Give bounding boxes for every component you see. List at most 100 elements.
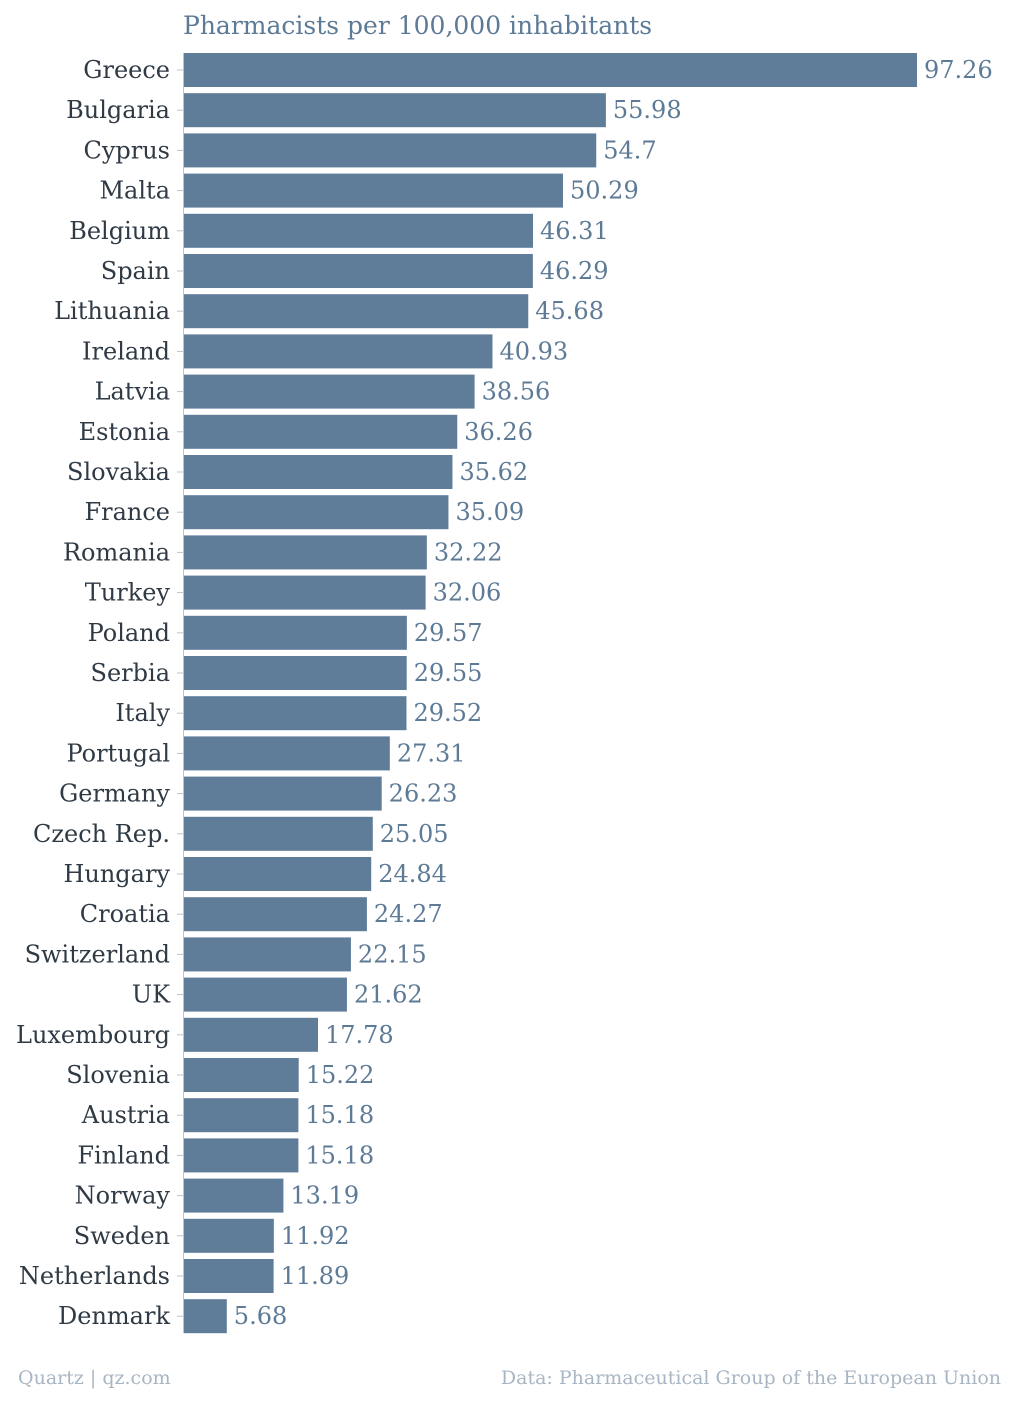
bar-11 [184, 495, 449, 530]
category-label-6: Lithuania [54, 297, 170, 325]
value-label-19: 25.05 [380, 820, 449, 848]
bar-0 [184, 53, 917, 87]
value-label-12: 32.22 [434, 538, 503, 566]
value-label-11: 35.09 [455, 498, 524, 526]
footer-credit: Quartz | qz.com [18, 1367, 171, 1389]
bar-20 [184, 857, 372, 891]
value-labels: 97.26 55.98 54.7 50.29 46.31 46.29 45.68 40.93 3… [234, 56, 993, 1330]
value-label-21: 24.27 [374, 900, 443, 928]
value-label-16: 29.52 [413, 699, 482, 727]
bar-15 [184, 656, 407, 690]
category-label-18: Germany [59, 780, 170, 808]
bar-21 [184, 897, 367, 932]
value-label-28: 13.19 [290, 1182, 359, 1210]
bar-26 [184, 1098, 299, 1133]
value-label-25: 15.22 [306, 1061, 375, 1089]
value-label-22: 22.15 [358, 940, 427, 968]
category-label-27: Finland [77, 1141, 170, 1169]
value-label-29: 11.92 [281, 1222, 350, 1250]
category-label-10: Slovakia [67, 458, 170, 486]
category-label-23: UK [132, 981, 171, 1009]
category-label-28: Norway [75, 1182, 171, 1210]
category-label-31: Denmark [58, 1302, 170, 1330]
category-label-21: Croatia [80, 900, 170, 928]
category-label-11: France [84, 498, 170, 526]
category-label-9: Estonia [79, 418, 170, 446]
bar-5 [184, 254, 533, 288]
category-label-4: Belgium [69, 217, 170, 245]
category-label-30: Netherlands [19, 1262, 170, 1290]
bar-23 [184, 977, 347, 1012]
value-label-24: 17.78 [325, 1021, 394, 1049]
value-label-27: 15.18 [305, 1141, 374, 1169]
bar-2 [184, 133, 597, 168]
value-label-30: 11.89 [281, 1262, 350, 1290]
bar-12 [184, 535, 427, 570]
value-label-23: 21.62 [354, 981, 423, 1009]
category-label-20: Hungary [63, 860, 170, 888]
value-label-8: 38.56 [482, 378, 551, 406]
category-label-3: Malta [99, 177, 170, 205]
bar-14 [184, 615, 407, 650]
category-label-16: Italy [115, 699, 170, 727]
bar-4 [184, 213, 534, 248]
bars-group [184, 53, 917, 1334]
category-label-13: Turkey [85, 579, 171, 607]
value-label-2: 54.7 [603, 136, 656, 164]
bar-6 [184, 294, 529, 329]
bar-18 [184, 776, 382, 811]
value-label-9: 36.26 [464, 418, 533, 446]
category-label-17: Portugal [66, 739, 170, 767]
value-label-15: 29.55 [414, 659, 483, 687]
category-label-25: Slovenia [66, 1061, 170, 1089]
bar-16 [184, 696, 407, 731]
category-label-12: Romania [63, 538, 170, 566]
bar-13 [184, 575, 426, 610]
bar-8 [184, 374, 475, 409]
category-label-2: Cyprus [83, 136, 170, 164]
ticks-group [177, 69, 183, 1317]
value-label-3: 50.29 [570, 177, 639, 205]
value-label-18: 26.23 [389, 780, 458, 808]
bar-1 [184, 93, 606, 128]
category-label-15: Serbia [91, 659, 170, 687]
category-labels: Greece Bulgaria Cyprus Malta Belgium Spain Lit… [16, 56, 171, 1330]
bar-30 [184, 1259, 274, 1293]
value-label-0: 97.26 [924, 56, 993, 84]
value-label-14: 29.57 [414, 619, 483, 647]
category-label-1: Bulgaria [66, 96, 170, 124]
footer-source: Data: Pharmaceutical Group of the Europe… [500, 1367, 1001, 1389]
bar-29 [184, 1218, 274, 1253]
bar-25 [184, 1058, 299, 1092]
bar-24 [184, 1017, 318, 1052]
category-label-19: Czech Rep. [33, 820, 170, 848]
category-label-24: Luxembourg [16, 1021, 170, 1049]
value-label-6: 45.68 [535, 297, 604, 325]
value-label-13: 32.06 [433, 579, 502, 607]
value-label-17: 27.31 [397, 739, 466, 767]
category-label-8: Latvia [95, 378, 170, 406]
bar-3 [184, 173, 564, 208]
category-label-14: Poland [88, 619, 170, 647]
bar-17 [184, 736, 390, 771]
category-label-7: Ireland [82, 337, 170, 365]
value-label-1: 55.98 [613, 96, 682, 124]
value-label-5: 46.29 [540, 257, 609, 285]
bar-27 [184, 1138, 299, 1173]
category-label-5: Spain [101, 257, 170, 285]
value-label-10: 35.62 [459, 458, 528, 486]
bar-28 [184, 1178, 284, 1213]
value-label-4: 46.31 [540, 217, 609, 245]
bar-19 [184, 816, 373, 851]
value-label-26: 15.18 [305, 1101, 374, 1129]
value-label-7: 40.93 [499, 337, 568, 365]
bar-22 [184, 937, 351, 972]
value-label-31: 5.68 [234, 1302, 287, 1330]
category-label-26: Austria [81, 1101, 170, 1129]
chart-title: Pharmacists per 100,000 inhabitants [183, 11, 652, 40]
category-label-29: Sweden [74, 1222, 170, 1250]
bar-9 [184, 414, 458, 449]
bar-7 [184, 334, 493, 369]
bar-10 [184, 455, 453, 489]
